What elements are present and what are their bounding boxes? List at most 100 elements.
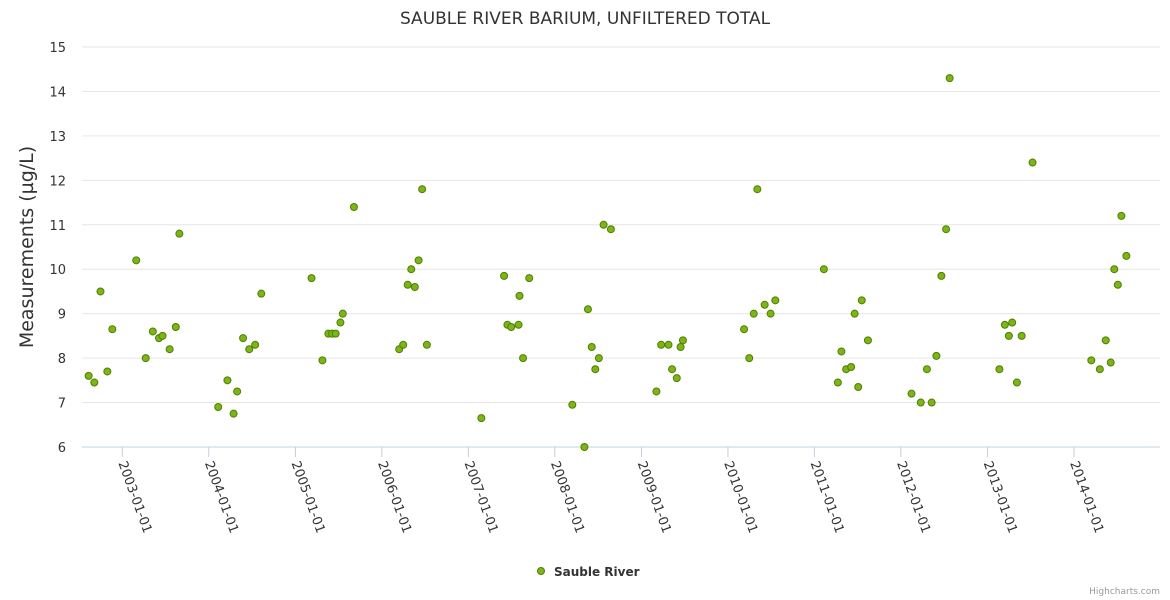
data-point[interactable] [108, 325, 117, 334]
x-tick-label: 2007-01-01 [461, 459, 501, 535]
data-point[interactable] [477, 414, 486, 423]
data-point[interactable] [500, 271, 509, 280]
data-point[interactable] [837, 347, 846, 356]
data-point[interactable] [847, 363, 856, 371]
data-point[interactable] [927, 398, 936, 407]
data-point[interactable] [945, 74, 954, 83]
data-point[interactable] [1117, 211, 1126, 220]
data-point[interactable] [1122, 251, 1131, 260]
data-point[interactable] [1004, 331, 1013, 340]
data-point[interactable] [148, 327, 157, 336]
data-point[interactable] [257, 289, 266, 298]
data-point[interactable] [740, 325, 749, 334]
data-point[interactable] [403, 280, 412, 289]
data-point[interactable] [229, 409, 238, 418]
data-point[interactable] [668, 365, 677, 374]
data-point[interactable] [594, 354, 603, 363]
data-point[interactable] [158, 331, 167, 340]
data-point[interactable] [103, 367, 112, 376]
data-point[interactable] [819, 265, 828, 274]
data-point[interactable] [514, 320, 523, 329]
data-point[interactable] [863, 336, 872, 345]
data-point[interactable] [1008, 318, 1017, 327]
data-point[interactable] [410, 283, 419, 291]
data-point[interactable] [907, 389, 916, 398]
data-point[interactable] [165, 345, 174, 354]
data-point[interactable] [96, 287, 105, 296]
data-point[interactable] [515, 291, 524, 300]
data-point[interactable] [418, 185, 427, 194]
data-point[interactable] [399, 340, 408, 349]
legend-label[interactable]: Sauble River [554, 565, 640, 579]
data-point[interactable] [1017, 331, 1026, 340]
data-point[interactable] [233, 387, 242, 396]
data-point[interactable] [141, 354, 150, 363]
grid-lines [82, 46, 1160, 448]
data-point[interactable] [422, 340, 431, 349]
data-point[interactable] [1101, 336, 1110, 345]
data-point[interactable] [175, 229, 184, 238]
data-point[interactable] [753, 185, 762, 194]
data-point[interactable] [90, 378, 99, 387]
data-point[interactable] [942, 225, 951, 234]
credits-link[interactable]: Highcharts.com [1089, 587, 1160, 597]
data-point[interactable] [239, 334, 248, 343]
data-point[interactable] [664, 340, 673, 349]
data-point[interactable] [580, 443, 589, 451]
data-point[interactable] [678, 336, 687, 345]
data-point[interactable] [657, 340, 666, 349]
data-point[interactable] [1087, 356, 1096, 365]
data-point[interactable] [857, 296, 866, 305]
data-point[interactable] [331, 329, 340, 338]
data-point[interactable] [672, 374, 681, 383]
data-point[interactable] [937, 271, 946, 280]
data-point[interactable] [745, 354, 754, 363]
data-point[interactable] [336, 318, 345, 327]
legend[interactable]: Sauble River [537, 565, 640, 579]
data-point[interactable] [932, 351, 941, 360]
data-point[interactable] [349, 203, 358, 211]
data-point[interactable] [749, 309, 758, 318]
data-point[interactable] [1110, 265, 1119, 274]
data-point[interactable] [414, 256, 423, 265]
data-point[interactable] [995, 365, 1004, 374]
data-point[interactable] [676, 343, 685, 351]
data-point[interactable] [1106, 358, 1115, 367]
data-point[interactable] [599, 220, 608, 229]
data-point[interactable] [916, 398, 925, 407]
legend-marker[interactable] [537, 567, 545, 575]
data-point[interactable] [771, 296, 780, 305]
data-point[interactable] [1012, 378, 1021, 387]
data-point[interactable] [850, 309, 859, 318]
data-point[interactable] [407, 265, 416, 274]
data-point[interactable] [652, 387, 661, 396]
data-point[interactable] [318, 356, 327, 365]
data-point[interactable] [583, 305, 592, 314]
data-point[interactable] [833, 378, 842, 387]
data-point[interactable] [307, 274, 316, 283]
data-point[interactable] [1095, 365, 1104, 374]
data-point[interactable] [854, 383, 863, 391]
data-point[interactable] [507, 323, 516, 331]
data-point[interactable] [132, 256, 141, 265]
data-point[interactable] [1113, 280, 1122, 289]
data-point[interactable] [760, 300, 769, 309]
data-point[interactable] [766, 309, 775, 318]
data-point[interactable] [568, 400, 577, 409]
data-point[interactable] [171, 323, 180, 331]
data-point[interactable] [606, 225, 615, 234]
data-point[interactable] [245, 345, 254, 354]
data-point[interactable] [1000, 320, 1009, 329]
data-point[interactable] [525, 274, 534, 283]
data-point[interactable] [214, 403, 223, 411]
data-point[interactable] [591, 365, 600, 374]
data-point[interactable] [223, 376, 232, 385]
data-point[interactable] [922, 365, 931, 374]
data-point[interactable] [1028, 158, 1037, 167]
data-point[interactable] [587, 343, 596, 351]
data-point[interactable] [519, 354, 528, 363]
data-point[interactable] [84, 371, 93, 380]
data-point[interactable] [338, 309, 347, 318]
data-point[interactable] [251, 340, 260, 349]
